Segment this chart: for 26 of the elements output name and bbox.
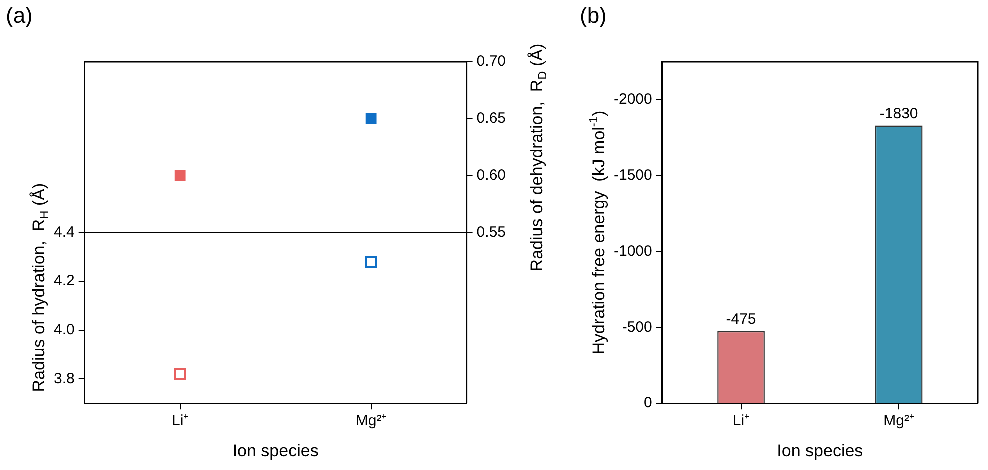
- y2-tick-label: 0.55: [476, 224, 506, 241]
- y-tick-label: 4.0: [54, 322, 75, 339]
- y-tick-label: 4.2: [54, 272, 75, 290]
- y-tick-label: -1000: [614, 242, 652, 260]
- x-tick-label: Li⁺: [732, 412, 750, 430]
- y-tick-label: -2000: [614, 91, 652, 108]
- y2-axis-title: Radius of dehydration, RD (Å): [528, 44, 550, 272]
- x-axis-title: Ion species: [777, 441, 864, 460]
- x-tick-label: Mg²⁺: [884, 412, 915, 430]
- y2-tick-label: 0.65: [476, 110, 506, 128]
- x-axis-title: Ion species: [232, 441, 319, 460]
- y-tick-label: 0: [644, 394, 652, 412]
- chart-title: (b): [580, 3, 607, 28]
- x-tick-label: Li⁺: [172, 412, 189, 430]
- y-axis-title: Radius of hydration, RH (Å): [30, 183, 52, 392]
- y2-tick-label: 0.60: [476, 167, 506, 184]
- x-tick-label: Mg²⁺: [356, 412, 387, 430]
- chart-title: (a): [6, 3, 33, 28]
- y-axis-title: Hydration free energy (kJ mol-1): [586, 110, 609, 355]
- data-label: -1830: [880, 105, 918, 122]
- y-tick-label: 4.4: [54, 224, 75, 241]
- y-tick-label: -1500: [614, 167, 652, 184]
- data-label: -475: [726, 311, 756, 328]
- y-tick-label: -500: [622, 318, 652, 336]
- y-tick-label: 3.8: [54, 370, 75, 388]
- y2-tick-label: 0.70: [476, 53, 506, 70]
